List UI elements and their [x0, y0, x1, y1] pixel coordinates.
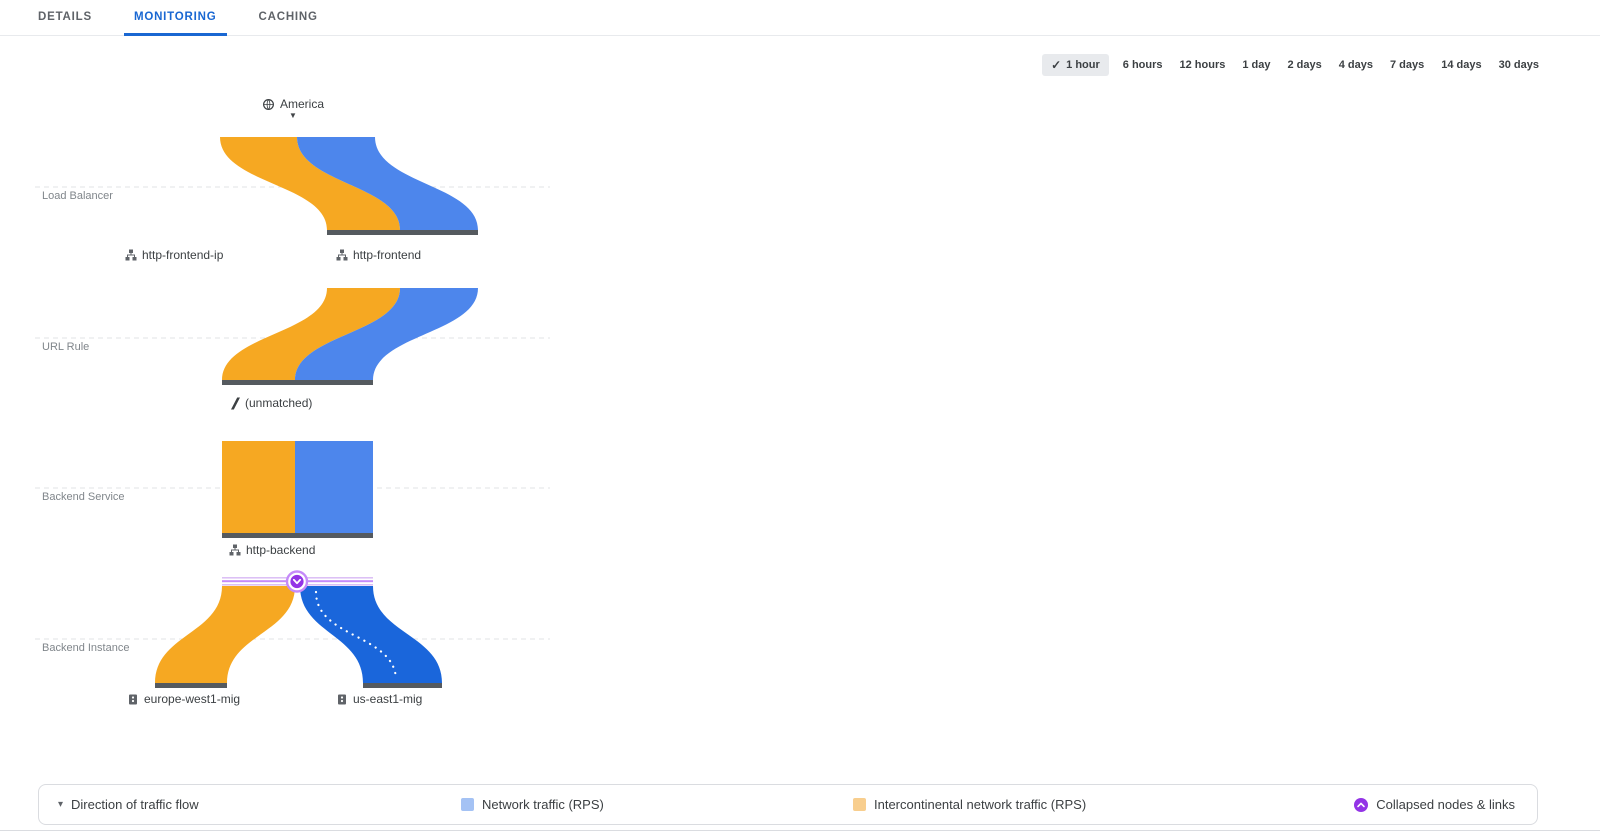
time-chip-7-days[interactable]: 7 days — [1390, 59, 1425, 71]
node-bar-http-backend[interactable] — [222, 533, 373, 538]
node-label-text: (unmatched) — [245, 396, 313, 410]
node-bar-unmatched[interactable] — [222, 380, 373, 385]
row-label-url-rule: URL Rule — [42, 341, 90, 353]
legend-label: Intercontinental network traffic (RPS) — [874, 797, 1087, 812]
flow-unmatched-backend-network[interactable] — [295, 441, 373, 533]
node-label-text: http-frontend-ip — [142, 248, 224, 262]
collapsed-chevron-icon — [1354, 797, 1369, 812]
backend-service-icon — [229, 544, 241, 556]
scope-dropdown-caret-icon[interactable]: ▼ — [289, 111, 297, 120]
forwarding-rule-icon — [125, 249, 137, 261]
legend-label: Direction of traffic flow — [71, 797, 199, 812]
time-range-selector: ✓ 1 hour 6 hours 12 hours 1 day 2 days 4… — [1042, 54, 1542, 76]
row-label-backend-service: Backend Service — [42, 491, 125, 503]
legend-direction[interactable]: ▾ Direction of traffic flow — [58, 785, 199, 824]
node-label-text: us-east1-mig — [353, 692, 423, 706]
node-bar-http-frontend[interactable] — [327, 230, 478, 235]
caret-down-icon: ▾ — [58, 799, 64, 810]
time-chip-2-days[interactable]: 2 days — [1287, 59, 1322, 71]
time-chip-1-day[interactable]: 1 day — [1242, 59, 1271, 71]
network-traffic-swatch — [461, 798, 474, 811]
time-chip-30-days[interactable]: 30 days — [1498, 59, 1539, 71]
node-label-text: http-backend — [246, 543, 316, 557]
node-label-text: europe-west1-mig — [144, 692, 241, 706]
time-chip-label: 1 hour — [1066, 59, 1100, 71]
node-label-text: http-frontend — [353, 248, 422, 262]
node-label-europe-west1-mig[interactable]: europe-west1-mig — [127, 692, 240, 706]
globe-icon — [263, 98, 274, 110]
time-chip-12-hours[interactable]: 12 hours — [1179, 59, 1226, 71]
flow-unmatched-backend-intercontinental[interactable] — [222, 441, 295, 533]
node-label-unmatched[interactable]: (unmatched) — [231, 396, 312, 410]
scope-node-america[interactable]: America — [237, 97, 349, 111]
flow-backend-us-east1-network[interactable] — [300, 586, 442, 683]
node-label-http-frontend[interactable]: http-frontend — [336, 248, 421, 262]
intercontinental-traffic-swatch — [853, 798, 866, 811]
row-label-load-balancer: Load Balancer — [42, 190, 113, 202]
node-bar-europe-west1-mig[interactable] — [155, 683, 227, 688]
time-chip-6-hours[interactable]: 6 hours — [1122, 59, 1163, 71]
legend-label: Collapsed nodes & links — [1376, 797, 1515, 812]
tab-monitoring[interactable]: MONITORING — [123, 0, 227, 36]
time-chip-14-days[interactable]: 14 days — [1441, 59, 1482, 71]
legend-collapsed-nodes: Collapsed nodes & links — [1354, 785, 1515, 824]
time-chip-4-days[interactable]: 4 days — [1338, 59, 1373, 71]
instance-group-icon — [129, 694, 137, 704]
flow-america-frontend-network[interactable] — [297, 137, 478, 230]
row-label-backend-instance: Backend Instance — [42, 642, 130, 654]
check-icon: ✓ — [1051, 58, 1062, 72]
instance-group-icon — [338, 694, 346, 704]
node-label-http-frontend-ip[interactable]: http-frontend-ip — [125, 248, 223, 262]
forwarding-rule-icon — [336, 249, 348, 261]
flow-backend-europe-west1-intercontinental[interactable] — [155, 586, 295, 683]
legend-intercontinental-traffic: Intercontinental network traffic (RPS) — [853, 785, 1086, 824]
legend-bar: ▾ Direction of traffic flow Network traf… — [38, 784, 1538, 825]
legend-label: Network traffic (RPS) — [482, 797, 604, 812]
flow-america-frontend-intercontinental[interactable] — [220, 137, 400, 230]
flow-frontend-unmatched-network[interactable] — [295, 288, 478, 380]
tab-caching[interactable]: CACHING — [258, 11, 318, 23]
flow-frontend-unmatched-intercontinental[interactable] — [222, 288, 400, 380]
node-bar-us-east1-mig[interactable] — [363, 683, 442, 688]
level-gridlines — [35, 186, 550, 640]
time-chip-1-hour[interactable]: ✓ 1 hour — [1042, 54, 1109, 76]
scope-label: America — [279, 97, 324, 111]
url-path-icon — [231, 397, 240, 409]
legend-network-traffic: Network traffic (RPS) — [461, 785, 604, 824]
tab-details[interactable]: DETAILS — [38, 11, 92, 23]
node-label-http-backend[interactable]: http-backend — [229, 543, 315, 557]
tab-bar: DETAILS MONITORING CACHING — [0, 0, 1600, 36]
node-label-us-east1-mig[interactable]: us-east1-mig — [336, 692, 422, 706]
collapsed-node-icon[interactable] — [285, 570, 309, 593]
page-bottom-divider — [0, 830, 1600, 831]
